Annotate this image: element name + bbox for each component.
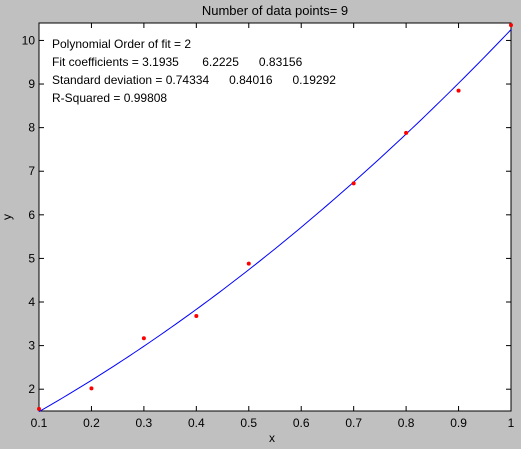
y-tick-label: 3 <box>28 339 35 353</box>
x-tick-label: 1 <box>508 416 515 430</box>
x-tick-label: 0.3 <box>136 416 153 430</box>
plot-area <box>38 22 512 412</box>
x-tick-label: 0.6 <box>293 416 310 430</box>
data-point <box>37 406 41 411</box>
y-tick-label: 5 <box>28 251 35 265</box>
y-tick-label: 10 <box>22 33 36 47</box>
x-tick-label: 0.1 <box>31 416 48 430</box>
x-tick-label: 0.7 <box>345 416 362 430</box>
y-tick-label: 2 <box>28 382 35 396</box>
x-tick-label: 0.8 <box>398 416 415 430</box>
chart-title: Number of data points= 9 <box>202 3 348 18</box>
y-tick-label: 6 <box>28 208 35 222</box>
annotation-poly-order: Polynomial Order of fit = 2 <box>52 37 191 51</box>
x-tick-label: 0.9 <box>450 416 467 430</box>
x-axis-label: x <box>269 431 275 445</box>
annotation-r-squared: R-Squared = 0.99808 <box>52 91 167 105</box>
data-point <box>89 386 94 391</box>
y-tick-label: 9 <box>28 77 35 91</box>
y-tick-label: 7 <box>28 164 35 178</box>
data-points <box>37 23 513 411</box>
data-point <box>246 261 251 266</box>
fit-line <box>38 29 512 413</box>
y-tick-label: 4 <box>28 295 35 309</box>
x-tick-label: 0.4 <box>188 416 205 430</box>
x-tick-label: 0.5 <box>240 416 257 430</box>
x-axis: 0.1 0.2 0.3 0.4 0.5 0.6 0.7 0.8 0.9 1 <box>31 23 515 430</box>
y-axis-label: y <box>0 214 14 220</box>
y-axis: 2 3 4 5 6 7 8 9 10 <box>22 33 511 396</box>
data-point <box>456 88 461 93</box>
x-tick-label: 0.2 <box>83 416 100 430</box>
annotation-coefficients: Fit coefficients = 3.1935 6.2225 0.83156 <box>52 55 303 69</box>
data-point <box>194 313 199 318</box>
fit-layer <box>38 29 512 413</box>
data-point <box>509 23 513 28</box>
y-tick-label: 8 <box>28 121 35 135</box>
data-point <box>404 130 409 135</box>
fit-annotations: Polynomial Order of fit = 2 Fit coeffici… <box>52 37 336 105</box>
data-point <box>351 181 356 186</box>
data-point <box>141 336 146 341</box>
annotation-std-dev: Standard deviation = 0.74334 0.84016 0.1… <box>52 73 336 87</box>
